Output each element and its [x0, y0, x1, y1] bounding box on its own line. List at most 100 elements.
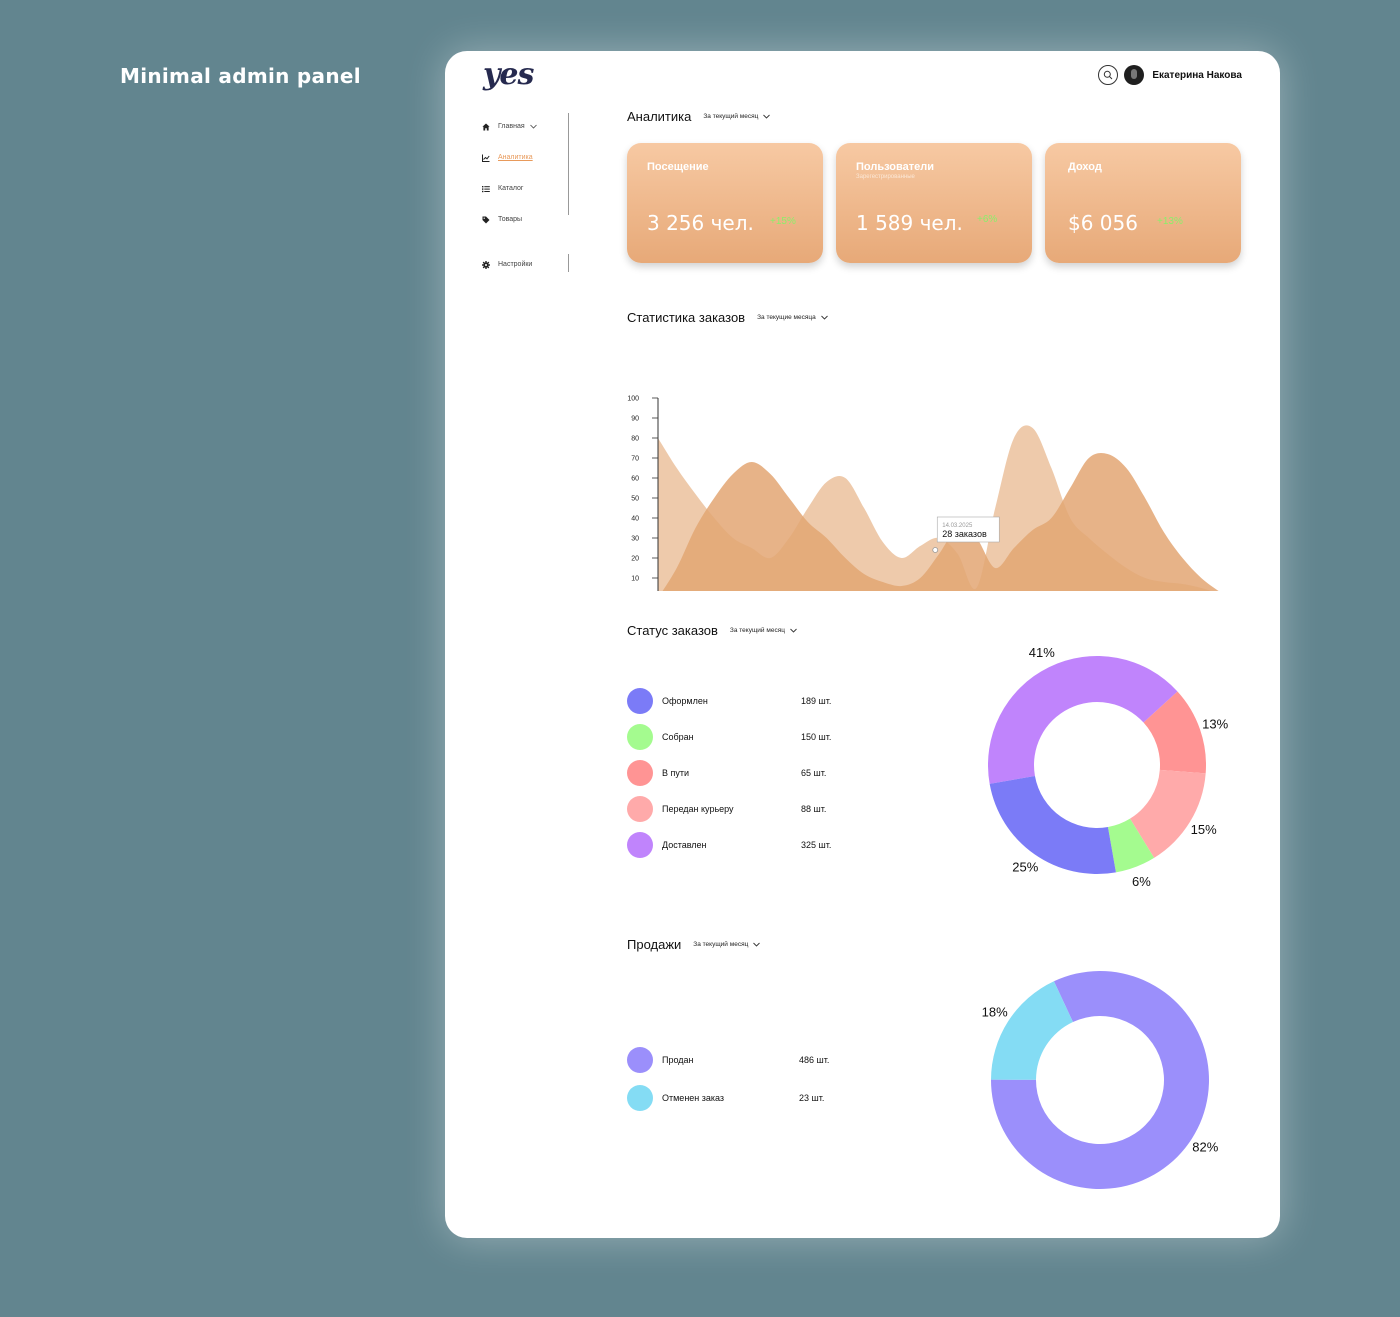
donut-value-label: 13%	[1202, 716, 1228, 731]
donut-slice[interactable]	[1107, 818, 1155, 873]
legend-label: Отменен заказ	[662, 1093, 725, 1103]
page-caption: Minimal admin panel	[120, 64, 361, 88]
period-label: За текущий месяц	[729, 627, 785, 634]
legend-color-dot	[627, 1085, 653, 1111]
legend-count: 189 шт.	[801, 696, 832, 706]
period-label: За текущий месяц	[703, 113, 759, 120]
legend-item[interactable]: В пути	[627, 760, 689, 786]
search-button[interactable]	[1098, 65, 1119, 85]
period-dropdown[interactable]: За текущий месяц	[730, 627, 797, 634]
y-tick-label: 90	[631, 416, 639, 423]
order-status-donut-chart: 41% 13% 15% 6% 25%	[988, 645, 1229, 889]
donut-value-label: 6%	[1132, 874, 1151, 889]
legend-item[interactable]: Собран	[627, 724, 694, 750]
donut-slice[interactable]	[1130, 769, 1206, 858]
legend-count: 325 шт.	[801, 840, 832, 850]
sidebar-item-label: Аналитика	[498, 154, 533, 161]
orders-area-chart: 010203040506070809010005101520253014.03.…	[627, 396, 1219, 591]
legend-count: 150 шт.	[801, 732, 832, 742]
avatar[interactable]	[1124, 65, 1145, 85]
orders-stats-header: Статистика заказов За текущие месяца	[627, 310, 828, 325]
legend-item[interactable]: Отменен заказ	[627, 1085, 724, 1111]
donut-slice[interactable]	[991, 971, 1209, 1189]
donut-value-label: 41%	[1029, 645, 1055, 660]
donut-slice[interactable]	[1143, 691, 1206, 774]
donut-value-label: 25%	[1012, 859, 1038, 874]
card-delta: +6%	[977, 214, 998, 225]
y-tick-label: 50	[631, 496, 639, 503]
topbar: Екатерина Накова	[1098, 65, 1242, 85]
y-tick-label: 10	[631, 576, 639, 583]
legend-label: Продан	[662, 1055, 694, 1065]
sidebar-item-label: Настройки	[498, 261, 533, 268]
chevron-down-icon	[790, 628, 797, 633]
legend-count: 65 шт.	[801, 768, 827, 778]
stat-card-visits[interactable]: Посещение 3 256 чел. +15%	[627, 143, 823, 263]
sales-donut-chart: 82% 18%	[982, 971, 1219, 1189]
sidebar-item-catalog[interactable]: Каталог	[482, 173, 572, 204]
sidebar-item-label: Каталог	[498, 185, 524, 192]
y-tick-label: 20	[631, 556, 639, 563]
section-title: Продажи	[627, 937, 682, 952]
donut-slice[interactable]	[991, 981, 1073, 1080]
legend-label: Доставлен	[662, 840, 707, 850]
card-delta: +15%	[770, 216, 796, 227]
sidebar-item-products[interactable]: Товары	[482, 204, 572, 235]
gear-icon	[482, 260, 490, 269]
y-tick-label: 100	[627, 396, 639, 403]
card-value: 3 256 чел.	[647, 211, 754, 235]
legend-label: Оформлен	[662, 696, 708, 706]
period-label: За текущий месяц	[693, 941, 749, 948]
tag-icon	[482, 216, 490, 223]
donut-value-label: 15%	[1191, 822, 1217, 837]
donut-slice[interactable]	[989, 775, 1116, 874]
legend-count: 23 шт.	[799, 1093, 825, 1103]
section-title: Статистика заказов	[627, 310, 746, 325]
chevron-down-icon	[820, 315, 828, 320]
legend-color-dot	[627, 796, 653, 822]
legend-label: В пути	[662, 768, 690, 778]
y-tick-label: 80	[631, 436, 639, 443]
chevron-down-icon	[529, 124, 537, 129]
legend-item[interactable]: Продан	[627, 1047, 694, 1073]
list-icon	[482, 185, 490, 192]
sidebar-item-analytics[interactable]: Аналитика	[482, 142, 572, 173]
sidebar-item-settings[interactable]: Настройки	[482, 249, 532, 280]
y-tick-label: 30	[631, 536, 639, 543]
stat-card-users[interactable]: Пользователи Зарегестрированные 1 589 че…	[836, 143, 1032, 263]
y-tick-label: 40	[631, 516, 639, 523]
donut-value-label: 18%	[982, 1005, 1008, 1020]
sidebar-item-home[interactable]: Главная	[482, 111, 572, 142]
section-title: Статус заказов	[627, 623, 718, 638]
legend-count: 486 шт.	[799, 1055, 830, 1065]
logo[interactable]: yes	[483, 57, 534, 92]
sales-header: Продажи За текущий месяц	[627, 937, 761, 952]
tooltip-point[interactable]	[932, 547, 939, 553]
legend-item[interactable]: Передан курьеру	[627, 796, 734, 822]
home-icon	[482, 123, 490, 130]
y-tick-label: 60	[631, 476, 639, 483]
stat-card-revenue[interactable]: Доход $6 056 +13%	[1045, 143, 1241, 263]
tooltip-text: 28 заказов	[942, 529, 987, 539]
legend-item[interactable]: Доставлен	[627, 832, 707, 858]
sidebar-item-label: Главная	[498, 123, 525, 130]
period-dropdown[interactable]: За текущий месяц	[693, 941, 761, 948]
legend-label: Передан курьеру	[662, 804, 734, 814]
donut-slice[interactable]	[988, 656, 1178, 784]
legend-count: 88 шт.	[801, 804, 827, 814]
legend-color-dot	[627, 832, 653, 858]
area-series-2	[658, 425, 1212, 591]
admin-panel: yes Екатерина Накова Главная Аналитика К…	[445, 51, 1280, 1238]
legend-color-dot	[627, 760, 653, 786]
card-delta: +13%	[1157, 216, 1183, 227]
y-tick-label: 70	[631, 456, 639, 463]
period-dropdown[interactable]: За текущие месяца	[757, 314, 828, 321]
legend-item[interactable]: Оформлен	[627, 688, 708, 714]
search-icon	[1104, 70, 1113, 80]
donut-value-label: 82%	[1192, 1139, 1218, 1154]
user-name[interactable]: Екатерина Накова	[1152, 69, 1242, 81]
period-dropdown[interactable]: За текущий месяц	[703, 113, 771, 120]
section-title: Аналитика	[627, 109, 692, 124]
tooltip-date: 14.03.2025	[942, 523, 973, 529]
